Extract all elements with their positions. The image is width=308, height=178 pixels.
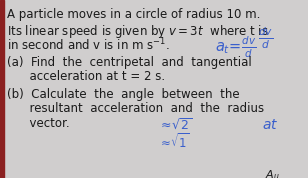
Text: in second and v is in m s$^{-1}$.: in second and v is in m s$^{-1}$. xyxy=(7,37,170,54)
Bar xyxy=(0,0,4,178)
Text: $A_u$: $A_u$ xyxy=(265,168,280,178)
Text: vector.: vector. xyxy=(7,117,70,130)
Text: acceleration at t = 2 s.: acceleration at t = 2 s. xyxy=(7,70,165,83)
Text: A particle moves in a circle of radius 10 m.: A particle moves in a circle of radius 1… xyxy=(7,8,260,21)
Text: Its linear speed is given by $v = 3t$  where t is: Its linear speed is given by $v = 3t$ wh… xyxy=(7,23,269,40)
Text: $\approx\!\sqrt{2}$: $\approx\!\sqrt{2}$ xyxy=(158,118,192,133)
Text: $at$: $at$ xyxy=(262,118,278,132)
Text: resultant  acceleration  and  the  radius: resultant acceleration and the radius xyxy=(7,102,264,115)
Text: $\frac{dv}{d}$: $\frac{dv}{d}$ xyxy=(258,25,273,51)
Text: $\approx\!\sqrt{1}$: $\approx\!\sqrt{1}$ xyxy=(158,132,190,151)
Text: (b)  Calculate  the  angle  between  the: (b) Calculate the angle between the xyxy=(7,88,240,101)
Text: $a_t\!=\!\frac{dv}{d}$: $a_t\!=\!\frac{dv}{d}$ xyxy=(215,35,256,60)
Text: (a)  Find  the  centripetal  and  tangential: (a) Find the centripetal and tangential xyxy=(7,56,252,69)
